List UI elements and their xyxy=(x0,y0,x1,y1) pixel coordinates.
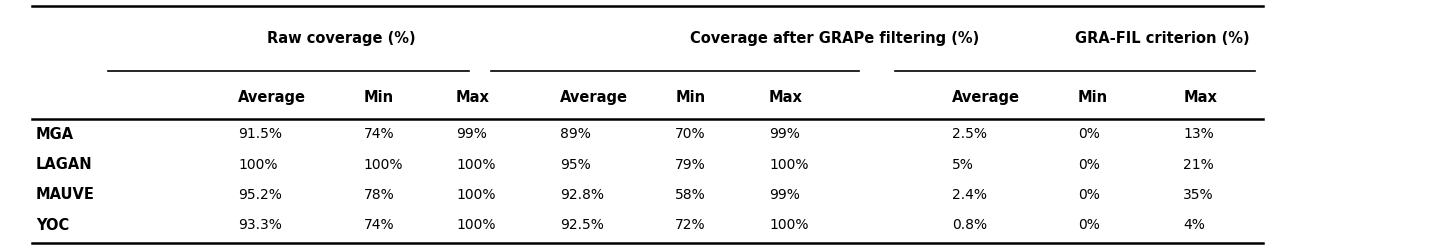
Text: 95.2%: 95.2% xyxy=(238,188,281,202)
Text: MAUVE: MAUVE xyxy=(36,187,95,202)
Text: YOC: YOC xyxy=(36,218,69,233)
Text: 99%: 99% xyxy=(769,127,799,141)
Text: 100%: 100% xyxy=(456,218,495,232)
Text: 99%: 99% xyxy=(456,127,486,141)
Text: 100%: 100% xyxy=(456,158,495,172)
Text: 0%: 0% xyxy=(1078,158,1100,172)
Text: 89%: 89% xyxy=(560,127,590,141)
Text: 78%: 78% xyxy=(364,188,394,202)
Text: 5%: 5% xyxy=(952,158,974,172)
Text: 95%: 95% xyxy=(560,158,590,172)
Text: 91.5%: 91.5% xyxy=(238,127,281,141)
Text: 100%: 100% xyxy=(238,158,277,172)
Text: LAGAN: LAGAN xyxy=(36,157,92,172)
Text: 58%: 58% xyxy=(675,188,706,202)
Text: 13%: 13% xyxy=(1183,127,1214,141)
Text: 93.3%: 93.3% xyxy=(238,218,281,232)
Text: 100%: 100% xyxy=(456,188,495,202)
Text: 92.8%: 92.8% xyxy=(560,188,603,202)
Text: 21%: 21% xyxy=(1183,158,1214,172)
Text: Min: Min xyxy=(675,90,706,105)
Text: 4%: 4% xyxy=(1183,218,1205,232)
Text: Max: Max xyxy=(769,90,802,105)
Text: Average: Average xyxy=(952,90,1020,105)
Text: 79%: 79% xyxy=(675,158,706,172)
Text: 2.5%: 2.5% xyxy=(952,127,987,141)
Text: 100%: 100% xyxy=(769,218,808,232)
Text: Min: Min xyxy=(1078,90,1108,105)
Text: 74%: 74% xyxy=(364,218,394,232)
Text: 72%: 72% xyxy=(675,218,706,232)
Text: Max: Max xyxy=(1183,90,1216,105)
Text: Average: Average xyxy=(238,90,306,105)
Text: 92.5%: 92.5% xyxy=(560,218,603,232)
Text: 0%: 0% xyxy=(1078,127,1100,141)
Text: 0.8%: 0.8% xyxy=(952,218,987,232)
Text: 0%: 0% xyxy=(1078,188,1100,202)
Text: 35%: 35% xyxy=(1183,188,1214,202)
Text: Coverage after GRAPe filtering (%): Coverage after GRAPe filtering (%) xyxy=(690,31,978,47)
Text: 100%: 100% xyxy=(364,158,403,172)
Text: 0%: 0% xyxy=(1078,218,1100,232)
Text: Max: Max xyxy=(456,90,489,105)
Text: GRA-FIL criterion (%): GRA-FIL criterion (%) xyxy=(1075,31,1250,47)
Text: Average: Average xyxy=(560,90,628,105)
Text: 74%: 74% xyxy=(364,127,394,141)
Text: 2.4%: 2.4% xyxy=(952,188,987,202)
Text: Raw coverage (%): Raw coverage (%) xyxy=(267,31,416,47)
Text: MGA: MGA xyxy=(36,127,74,142)
Text: 100%: 100% xyxy=(769,158,808,172)
Text: 99%: 99% xyxy=(769,188,799,202)
Text: Min: Min xyxy=(364,90,394,105)
Text: 70%: 70% xyxy=(675,127,706,141)
